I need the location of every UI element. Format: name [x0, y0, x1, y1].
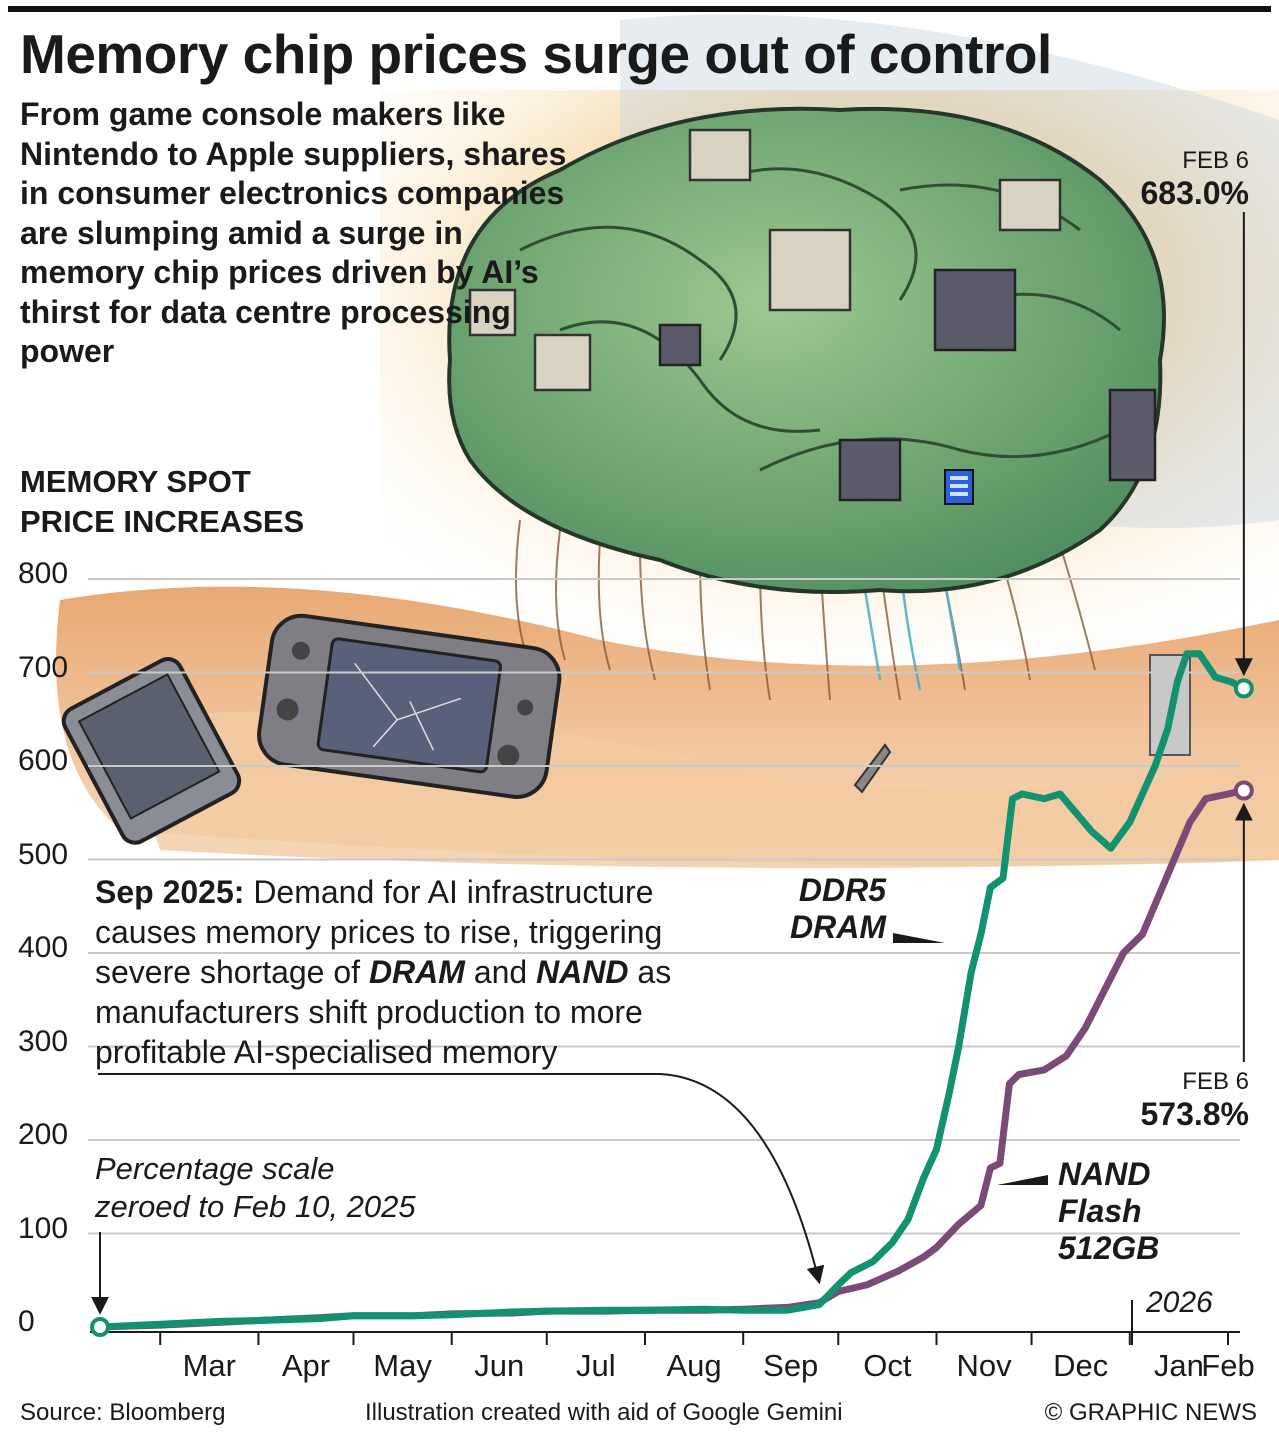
ddr5-label-line-2: DRAM — [790, 909, 886, 945]
ddr5-end-value: 683.0% — [1140, 175, 1249, 211]
nand-end-label: FEB 6 573.8% — [1140, 1068, 1249, 1133]
x-tick-label-jan: Jan — [1153, 1348, 1204, 1383]
top-rule — [8, 6, 1271, 12]
nand-end-point — [1233, 780, 1254, 801]
annotation-dram: DRAM — [368, 954, 465, 990]
x-tick-label-may: May — [373, 1348, 432, 1383]
callout-arrows — [91, 212, 1253, 1345]
x-tick-label-feb: Feb — [1201, 1348, 1255, 1383]
annotation-nand: NAND — [536, 954, 629, 990]
annotation-text-2: as manufacturers shift production to mor… — [95, 954, 672, 1070]
series-lines — [90, 650, 1254, 1337]
chart-title: MEMORY SPOT PRICE INCREASES — [20, 462, 420, 542]
copyright: © GRAPHIC NEWS — [1044, 1399, 1257, 1426]
x-tick-label-dec: Dec — [1053, 1348, 1109, 1383]
ddr5-label-pointer — [893, 933, 945, 943]
ddr5-label-line-1: DDR5 — [798, 872, 886, 908]
sep-2025-annotation: Sep 2025: Demand for AI infrastructure c… — [95, 872, 755, 1072]
scale-note-line-1: Percentage scale — [95, 1151, 335, 1186]
y-tick-label-800: 800 — [18, 557, 69, 590]
ddr5-end-label: FEB 6 683.0% — [1140, 147, 1249, 212]
ddr5-end-point — [1233, 678, 1254, 699]
sep-2025-arrow — [98, 1073, 825, 1285]
y-tick-label-600: 600 — [18, 744, 69, 777]
x-tick-label-jul: Jul — [576, 1348, 616, 1383]
scale-note: Percentage scale zeroed to Feb 10, 2025 — [95, 1150, 416, 1226]
x-tick-label-sep: Sep — [763, 1348, 819, 1383]
x-tick-label-apr: Apr — [281, 1348, 331, 1383]
annotation-text-1: Demand for AI infrastructure causes memo… — [95, 874, 663, 990]
chart-title-line-1: MEMORY SPOT — [20, 464, 251, 499]
intro-text: From game console makers like Nintendo t… — [20, 96, 567, 369]
y-tick-label-100: 100 — [18, 1211, 69, 1245]
chart-title-line-2: PRICE INCREASES — [20, 504, 305, 539]
grid-lines — [88, 578, 1240, 1235]
x-tick-label-nov: Nov — [956, 1348, 1012, 1383]
ddr5-series-line — [96, 650, 1248, 1331]
nand-label-line-3: 512GB — [1058, 1230, 1160, 1266]
source-note: Source: Bloomberg — [20, 1399, 226, 1426]
brain-chip-illustration — [56, 14, 1279, 868]
y-tick-label-300: 300 — [18, 1024, 69, 1058]
year-label: 2026 — [1146, 1286, 1213, 1319]
y-tick-label-200: 200 — [18, 1118, 69, 1151]
x-tick-label-jun: Jun — [474, 1348, 525, 1383]
nand-end-date: FEB 6 — [1182, 1068, 1249, 1095]
nand-series-label: NAND Flash 512GB — [1058, 1156, 1159, 1267]
headline: Memory chip prices surge out of control — [20, 23, 1052, 85]
ddr5-series-label: DDR5 DRAM — [778, 872, 886, 946]
y-tick-label-400: 400 — [18, 931, 69, 964]
nand-label-line-2: Flash — [1058, 1193, 1142, 1229]
ddr5-end-date: FEB 6 — [1182, 147, 1249, 174]
x-tick-label-mar: Mar — [182, 1348, 236, 1383]
scale-note-line-2: zeroed to Feb 10, 2025 — [95, 1189, 416, 1224]
nand-label-line-1: NAND — [1058, 1156, 1151, 1192]
x-tick-label-oct: Oct — [863, 1348, 912, 1383]
start-point — [90, 1317, 110, 1337]
x-tick-label-aug: Aug — [666, 1348, 722, 1383]
annotation-lead: Sep 2025: — [95, 874, 245, 910]
y-tick-label-700: 700 — [18, 650, 69, 684]
nand-label-pointer — [997, 1175, 1048, 1185]
x-axis — [90, 1331, 1240, 1345]
y-tick-label-500: 500 — [18, 837, 69, 871]
annotation-and: and — [464, 954, 537, 990]
nand-end-value: 573.8% — [1140, 1096, 1249, 1132]
y-tick-label-0: 0 — [18, 1305, 35, 1338]
illustration-credit: Illustration created with aid of Google … — [365, 1399, 843, 1426]
